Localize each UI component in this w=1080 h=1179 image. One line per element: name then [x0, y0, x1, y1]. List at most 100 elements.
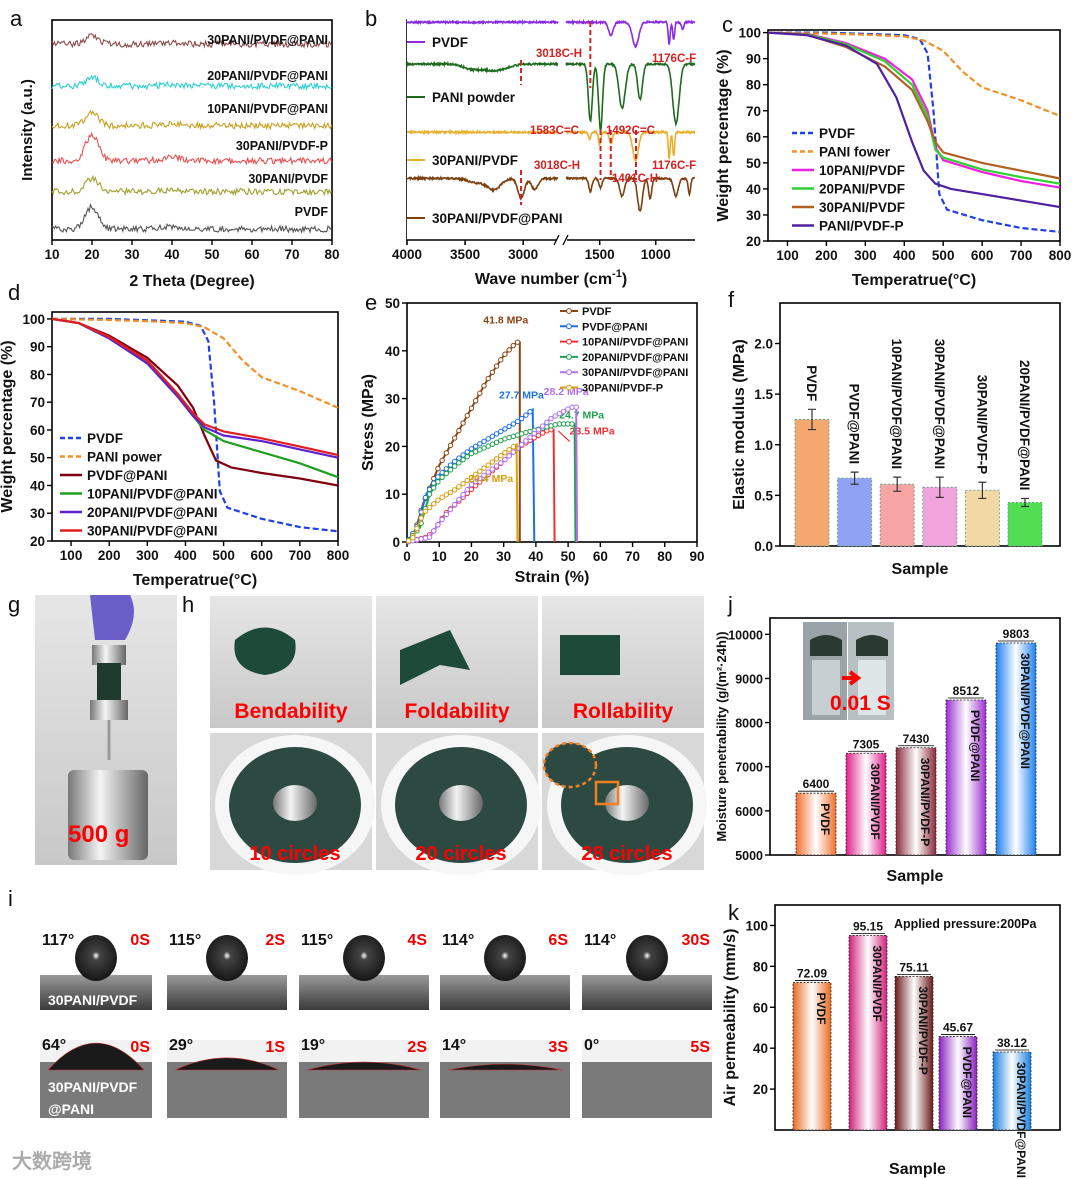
y-tick-label: 70 — [30, 395, 45, 410]
bar — [795, 792, 837, 856]
data-point-marker — [493, 439, 500, 446]
bar — [848, 934, 888, 1131]
x-tick-label: 80 — [324, 247, 339, 262]
xrd-series-line — [51, 74, 332, 92]
plot-frame — [767, 29, 1061, 242]
y-tick-label: 0 — [392, 535, 400, 550]
water-droplet — [306, 1061, 422, 1071]
panel-label-f: f — [728, 287, 735, 312]
bar-value-label: 38.12 — [997, 1036, 1027, 1050]
data-point-marker — [456, 496, 462, 503]
contact-angle-label: 115° — [301, 932, 333, 949]
y-tick-label: 0.0 — [754, 539, 773, 554]
x-tick-label: 50 — [204, 247, 219, 262]
bar — [894, 975, 934, 1131]
data-point-marker — [472, 471, 479, 478]
data-point-marker — [464, 412, 470, 419]
data-point-marker — [418, 536, 424, 542]
x-axis-label: 2 Theta (Degree) — [129, 273, 254, 290]
data-point-marker — [431, 528, 437, 534]
axis-break-mark — [553, 234, 569, 246]
x-tick-label: 100 — [776, 248, 799, 263]
data-point-marker — [468, 450, 475, 457]
data-point-marker — [485, 469, 491, 475]
x-tick-label: 10 — [432, 549, 447, 564]
bar — [992, 1051, 1032, 1131]
legend-label: 20PANI/PVDF@PANI — [582, 352, 688, 364]
sample-label: @PANI — [48, 1101, 94, 1117]
water-droplet — [174, 1057, 280, 1071]
peak-stress-label: 24.7 MPa — [559, 410, 604, 422]
data-point-marker — [451, 463, 458, 469]
series-label: 30PANI/PVDF — [248, 172, 328, 186]
legend-label: PANI fower — [819, 145, 891, 160]
panel-b-chart: 4000 3500 3000 1500 1000 Wave number (cm-1) PV… — [392, 18, 697, 288]
error-bar — [1021, 497, 1029, 508]
bar-category-label: PVDF@PANI — [960, 1047, 974, 1118]
x-axis-label: Sample — [889, 1161, 946, 1178]
bar-category-label: 10PANI/PVDF@PANI — [889, 339, 904, 469]
data-point-marker — [519, 441, 525, 448]
data-point-marker — [519, 415, 525, 422]
legend-label: 20PANI/PVDF — [819, 182, 905, 197]
weight-label: 500 g — [68, 821, 129, 848]
membrane-sample — [560, 635, 620, 675]
y-tick-label: 50 — [30, 451, 45, 466]
panel-label-k: k — [728, 900, 740, 925]
data-point-marker — [485, 436, 491, 442]
legend-label: 30PANI/PVDF — [819, 200, 905, 215]
data-point-marker — [506, 447, 512, 453]
y-tick-label: 30 — [385, 392, 400, 407]
x-axis-label: Temperatrue(°C) — [852, 272, 976, 289]
xrd-series-line — [51, 109, 333, 131]
time-label: 2S — [407, 1039, 427, 1056]
x-tick-label: 30 — [124, 247, 139, 262]
data-point-marker — [460, 480, 466, 487]
error-bar — [935, 476, 944, 498]
data-point-marker — [527, 408, 533, 415]
binder-clip-icon — [90, 700, 128, 720]
panel-label-a: a — [10, 6, 23, 31]
bar-category-label: 30PANI/PVDF@PANI — [1018, 653, 1032, 769]
legend-label: 20PANI/PVDF@PANI — [87, 505, 217, 520]
x-axis-label: Sample — [887, 868, 944, 885]
legend-marker — [566, 323, 572, 330]
y-tick-label: 50 — [385, 296, 400, 311]
time-label: 5S — [690, 1039, 710, 1056]
peak-stress-label: 41.8 MPa — [483, 315, 528, 327]
y-tick-label: 7000 — [735, 761, 763, 775]
data-point-marker — [456, 484, 462, 490]
membrane-sample — [234, 627, 296, 675]
bar — [792, 982, 832, 1131]
legend-label: 30PANI/PVDF@PANI — [432, 211, 562, 226]
property-label: Foldability — [405, 700, 510, 723]
y-tick-label: 40 — [385, 344, 400, 359]
data-point-marker — [443, 511, 450, 518]
panel-c-chart: 100 200 300 400 500 600 700 800 20 30 40 50 60 70 80 90… — [715, 26, 1071, 289]
xrd-series-line — [51, 174, 333, 197]
data-point-marker — [477, 390, 483, 396]
tga-series-line — [767, 31, 1061, 209]
x-axis-label: Strain (%) — [515, 569, 590, 586]
legend-label: 30PANI/PVDF@PANI — [582, 367, 688, 379]
tga-series-line — [767, 31, 1061, 185]
y-tick-label: 90 — [746, 52, 761, 67]
y-tick-label: 40 — [30, 478, 45, 493]
inset-photo: 0.01 S — [803, 622, 894, 720]
y-tick-label: 90 — [30, 340, 45, 355]
data-point-marker — [435, 479, 441, 485]
series-label: 30PANI/PVDF@PANI — [207, 33, 328, 47]
panel-label-i: i — [8, 886, 13, 911]
bar — [879, 483, 915, 547]
y-tick-label: 100 — [22, 312, 45, 327]
data-point-marker — [510, 449, 517, 455]
y-tick-label: 40 — [753, 1041, 768, 1056]
y-tick-label: 60 — [30, 423, 45, 438]
legend-label: PVDF — [582, 306, 612, 318]
data-point-marker — [468, 446, 475, 452]
legend-label: 30PANI/PVDF@PANI — [87, 524, 217, 539]
data-point-marker — [498, 357, 504, 363]
annotation-arrow — [558, 430, 571, 443]
x-tick-label: 300 — [854, 248, 877, 263]
data-point-marker — [456, 460, 462, 466]
